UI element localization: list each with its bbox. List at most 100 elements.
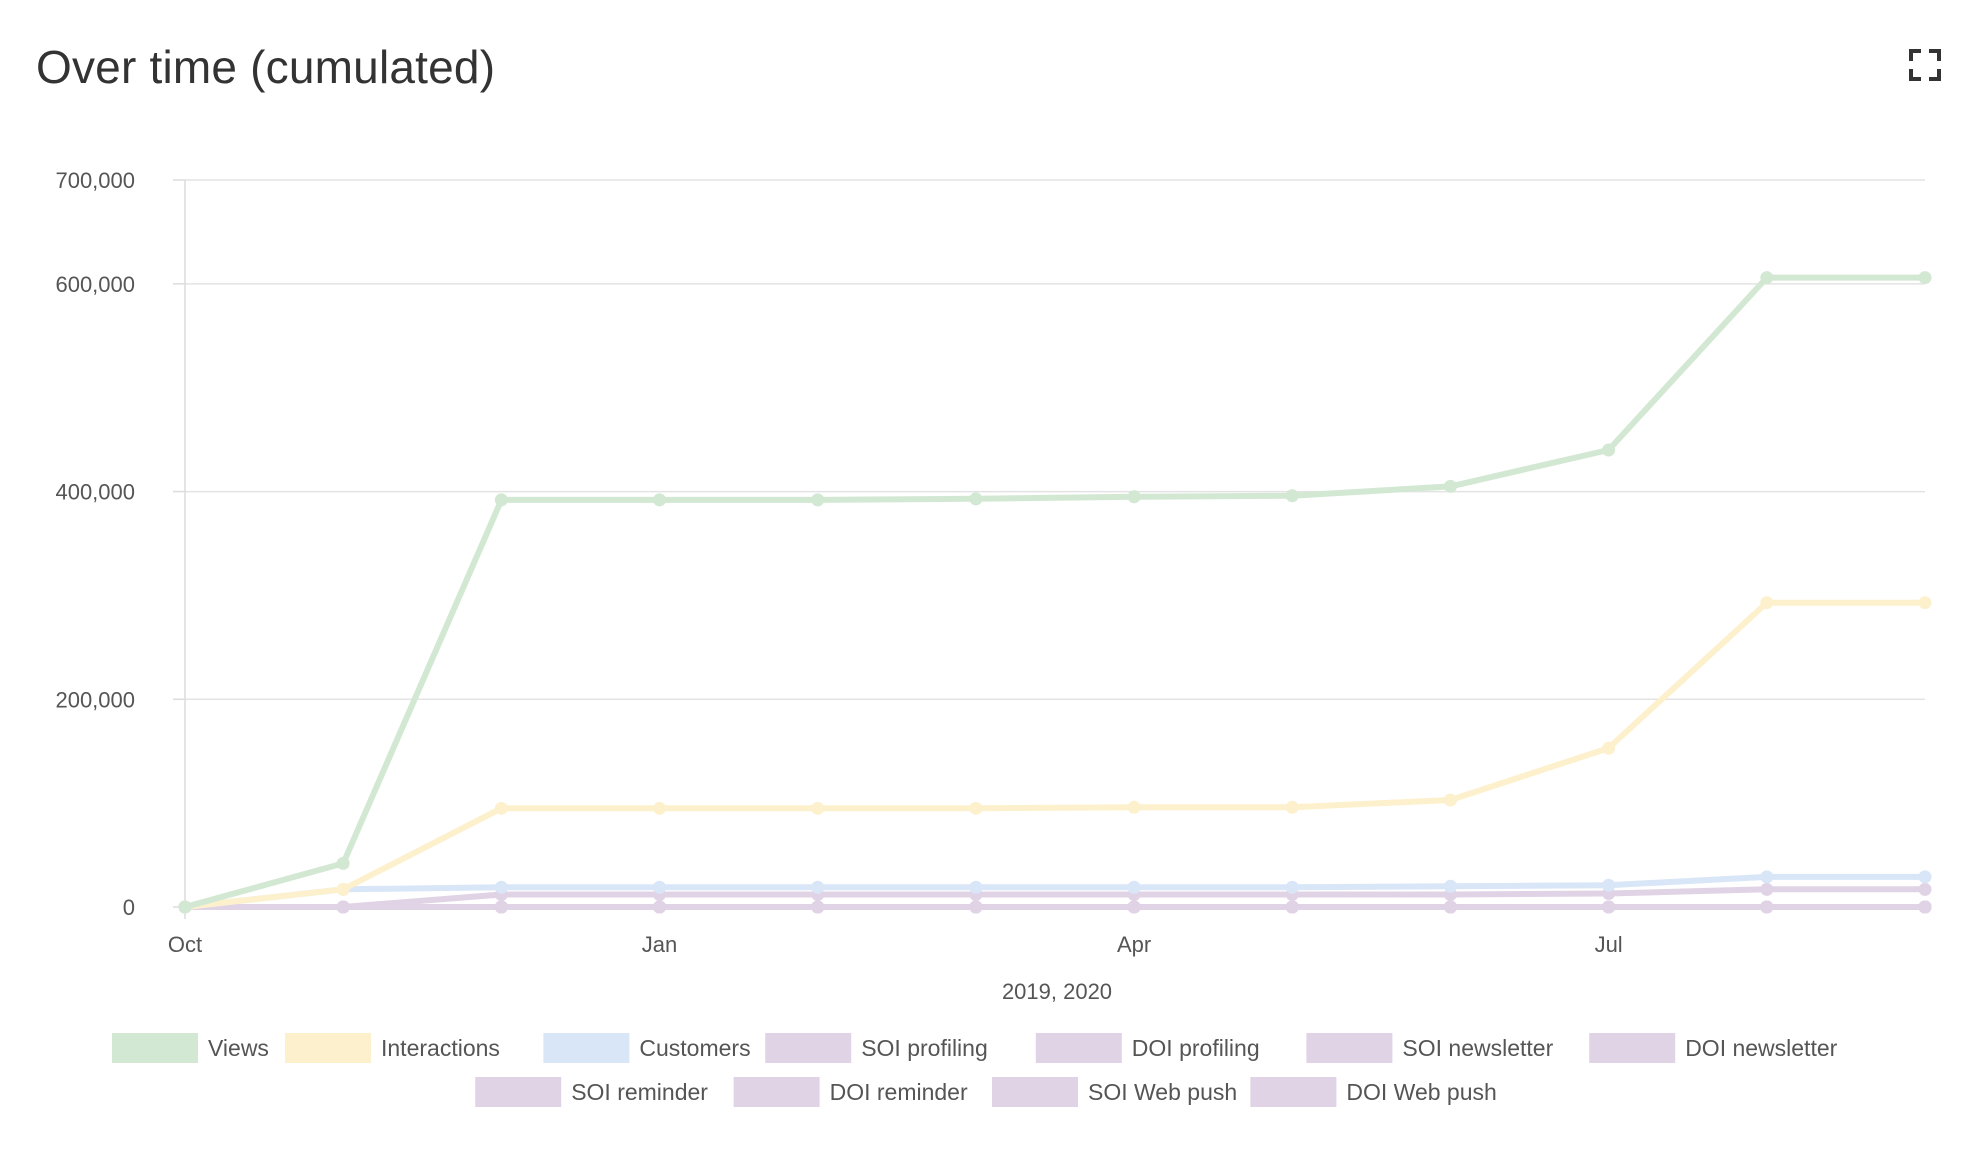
data-point	[1918, 271, 1932, 285]
data-point	[653, 493, 667, 507]
legend-swatch	[765, 1033, 852, 1063]
data-point	[1760, 271, 1774, 285]
x-tick-label: Oct	[168, 932, 202, 957]
series-line	[182, 274, 1928, 910]
data-point	[811, 900, 825, 914]
y-tick-label: 0	[123, 895, 135, 920]
legend-label: Interactions	[381, 1035, 500, 1061]
legend-label: DOI newsletter	[1685, 1035, 1837, 1061]
data-point	[1602, 741, 1616, 755]
data-point	[969, 900, 983, 914]
series-line	[182, 599, 1928, 910]
data-point	[1127, 800, 1141, 814]
x-tick-label: Jul	[1595, 932, 1623, 957]
data-point	[811, 493, 825, 507]
legend-label: DOI reminder	[830, 1079, 968, 1105]
data-point	[1918, 596, 1932, 610]
legend-item-doi-newsletter[interactable]: DOI newsletter	[1589, 1033, 1838, 1063]
legend-label: SOI profiling	[861, 1035, 988, 1061]
data-point	[494, 880, 508, 894]
series-line	[182, 886, 1928, 910]
x-tick-label: Apr	[1117, 932, 1151, 957]
y-tick-label: 600,000	[55, 272, 135, 297]
fullscreen-expand-icon[interactable]	[1908, 48, 1942, 82]
legend-item-doi-profiling[interactable]: DOI profiling	[1035, 1033, 1260, 1063]
data-point	[1285, 489, 1299, 503]
legend-item-customers[interactable]: Customers	[543, 1033, 751, 1063]
legend-label: Views	[208, 1035, 269, 1061]
data-point	[1285, 900, 1299, 914]
legend-label: SOI Web push	[1088, 1079, 1237, 1105]
data-point	[494, 900, 508, 914]
data-point	[1760, 882, 1774, 896]
legend-item-doi-reminder[interactable]: DOI reminder	[733, 1077, 968, 1107]
series-customers	[178, 870, 1932, 914]
data-point	[811, 801, 825, 815]
legend-item-soi-newsletter[interactable]: SOI newsletter	[1306, 1033, 1554, 1063]
legend-swatch	[112, 1033, 198, 1063]
data-point	[1127, 900, 1141, 914]
series-lines	[178, 271, 1932, 914]
data-point	[1602, 443, 1616, 457]
legend-swatch	[285, 1033, 371, 1063]
data-point	[336, 882, 350, 896]
legend-item-doi-web-push[interactable]: DOI Web push	[1250, 1077, 1497, 1107]
legend-item-soi-web-push[interactable]: SOI Web push	[992, 1077, 1237, 1107]
y-tick-label: 400,000	[55, 480, 135, 505]
legend-swatch	[1035, 1033, 1122, 1063]
data-point	[1443, 879, 1457, 893]
legend-swatch	[1306, 1033, 1393, 1063]
data-point	[178, 900, 192, 914]
series-line	[182, 873, 1928, 910]
legend-item-views[interactable]: Views	[112, 1033, 269, 1063]
legend-swatch	[543, 1033, 630, 1063]
legend-item-soi-profiling[interactable]: SOI profiling	[765, 1033, 988, 1063]
data-point	[969, 801, 983, 815]
legend-item-soi-reminder[interactable]: SOI reminder	[475, 1077, 708, 1107]
legend-label: SOI newsletter	[1402, 1035, 1553, 1061]
legend: Views Interactions Customers SOI profiling D…	[112, 1033, 1838, 1107]
data-point	[494, 801, 508, 815]
data-point	[336, 900, 350, 914]
legend-swatch	[1589, 1033, 1676, 1063]
data-point	[653, 880, 667, 894]
legend-label: DOI Web push	[1346, 1079, 1496, 1105]
legend-swatch	[475, 1077, 562, 1107]
y-tick-label: 200,000	[55, 687, 135, 712]
data-point	[1127, 880, 1141, 894]
legend-label: Customers	[639, 1035, 750, 1061]
data-point	[969, 492, 983, 506]
data-point	[1443, 793, 1457, 807]
legend-item-interactions[interactable]: Interactions	[285, 1033, 500, 1063]
series-views	[178, 271, 1932, 914]
chart-title: Over time (cumulated)	[36, 41, 496, 93]
series-doi-profiling	[178, 900, 1932, 914]
x-axis-title: 2019, 2020	[1002, 979, 1112, 1004]
data-point	[1918, 870, 1932, 884]
legend-swatch	[733, 1077, 820, 1107]
data-point	[653, 900, 667, 914]
legend-swatch	[1250, 1077, 1337, 1107]
x-tick-label: Jan	[642, 932, 677, 957]
data-point	[1602, 900, 1616, 914]
data-point	[1285, 800, 1299, 814]
legend-label: DOI profiling	[1132, 1035, 1260, 1061]
data-point	[1918, 882, 1932, 896]
data-point	[1918, 900, 1932, 914]
data-point	[1602, 878, 1616, 892]
data-point	[1443, 900, 1457, 914]
data-point	[1285, 880, 1299, 894]
data-point	[1760, 900, 1774, 914]
data-point	[811, 880, 825, 894]
grid-lines	[185, 179, 1925, 908]
data-point	[1127, 490, 1141, 504]
y-tick-label: 700,000	[55, 168, 135, 193]
axes: 0 200,000 400,000 600,000 700,000 Oct Jan Apr Ju…	[55, 168, 1622, 1004]
data-point	[494, 493, 508, 507]
data-point	[1443, 479, 1457, 493]
data-point	[969, 880, 983, 894]
data-point	[653, 801, 667, 815]
legend-label: SOI reminder	[571, 1079, 708, 1105]
